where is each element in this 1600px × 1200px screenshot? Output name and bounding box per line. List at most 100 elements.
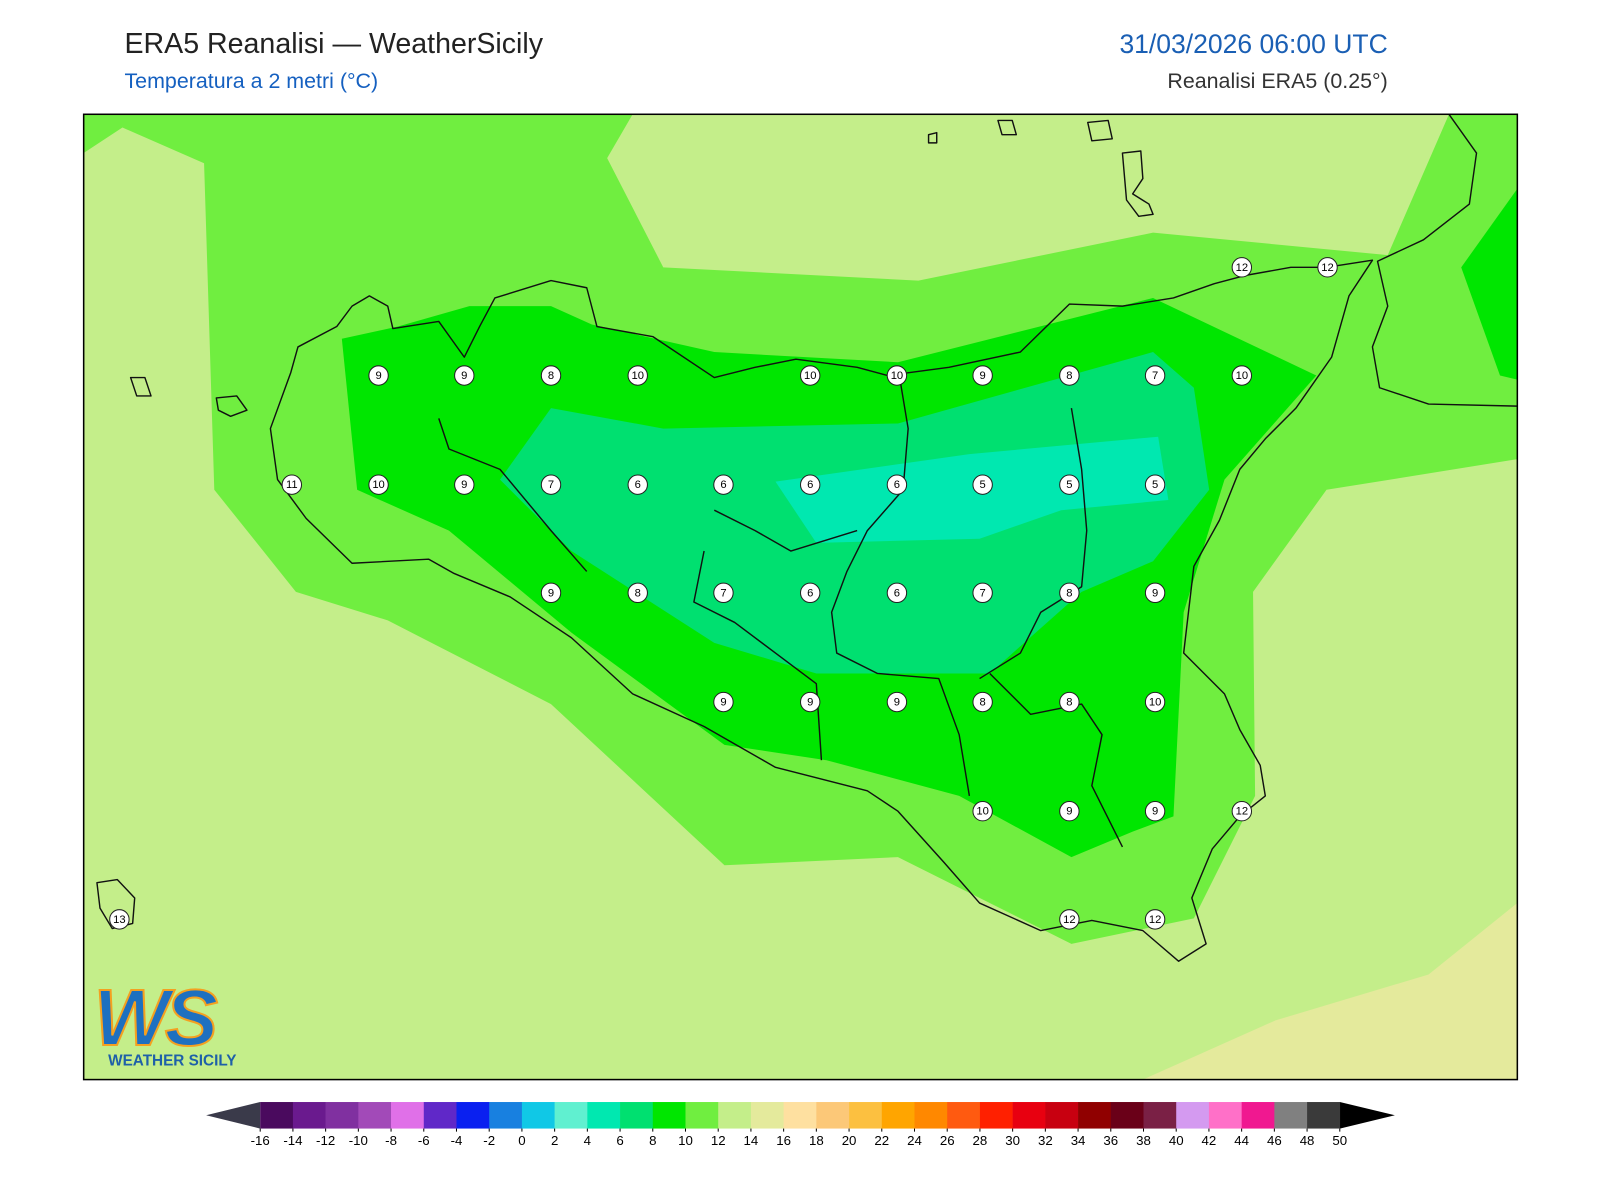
- station: 9: [454, 365, 475, 386]
- title: ERA5 Reanalisi — WeatherSicily: [124, 28, 543, 60]
- colorbar-segment: [1208, 1102, 1242, 1129]
- station-value: 10: [632, 370, 644, 382]
- station-marker: [1059, 474, 1080, 495]
- colorbar-tick-label: 18: [809, 1133, 824, 1148]
- station-marker: [1059, 909, 1080, 930]
- map: 12 12 9 9 8 10 10 10 9 8 7 10 11 10 9 7 6 6 6 6 5 5 5 9 8 7 6 6 7 8 9 9…: [83, 114, 1518, 1080]
- station-marker: [540, 365, 562, 386]
- province-border: [438, 367, 1124, 848]
- coastline: [269, 259, 1374, 962]
- station: 10: [627, 365, 648, 386]
- subtitle: Temperatura a 2 metri (°C): [124, 69, 378, 93]
- logo-initials: WS: [94, 973, 218, 1062]
- station-value: 8: [980, 697, 986, 709]
- station: 5: [1059, 474, 1080, 495]
- station: 11: [281, 474, 303, 495]
- station-marker: [627, 365, 648, 386]
- station: 6: [799, 474, 821, 495]
- station-marker: [281, 474, 303, 495]
- temp-area: [1461, 188, 1518, 380]
- colorbar-segment: [587, 1102, 621, 1129]
- station-value: 8: [1066, 697, 1072, 709]
- station-value: 10: [372, 479, 384, 491]
- colorbar-tick-label: 26: [940, 1133, 955, 1148]
- colorbar-tick-label: 24: [907, 1133, 922, 1148]
- colorbar: -16 -14 -12 -10 -8 -6 -4 -2 0 2 4 6 8 10 12 14 16 18 20 22 2…: [206, 1102, 1395, 1148]
- colorbar-tick-label: -2: [483, 1133, 495, 1148]
- station-value: 5: [980, 479, 986, 491]
- colorbar-tick-label: 34: [1071, 1133, 1086, 1148]
- colorbar-segment: [521, 1102, 555, 1129]
- station: 6: [627, 474, 648, 495]
- station-value: 6: [720, 479, 726, 491]
- colorbar-segment: [718, 1102, 752, 1129]
- station-marker: [1231, 801, 1253, 822]
- station: 7: [540, 474, 562, 495]
- station-marker: [1317, 257, 1338, 278]
- station: 8: [627, 582, 648, 604]
- station-value: 9: [1066, 806, 1072, 818]
- colorbar-segment: [816, 1102, 850, 1129]
- station: 12: [1231, 801, 1253, 822]
- station-marker: [713, 474, 734, 495]
- station-value: 7: [980, 587, 986, 599]
- station-marker: [1144, 474, 1166, 495]
- colorbar-tick-label: -6: [418, 1133, 430, 1148]
- colorbar-segment: [1143, 1102, 1177, 1129]
- station: 9: [886, 691, 908, 713]
- station: 8: [1059, 691, 1080, 713]
- station-marker: [886, 365, 908, 386]
- station-marker: [1059, 365, 1080, 386]
- station-value: 8: [1066, 587, 1072, 599]
- station: 6: [886, 582, 908, 604]
- station-value: 10: [804, 370, 816, 382]
- station: 10: [799, 365, 821, 386]
- colorbar-segment: [849, 1102, 883, 1129]
- station-marker: [799, 365, 821, 386]
- map-frame: [82, 113, 1519, 1081]
- colorbar-segment: [947, 1102, 981, 1129]
- station-marker: [1144, 365, 1166, 386]
- colorbar-tick-label: 10: [678, 1133, 693, 1148]
- station-marker: [1231, 257, 1253, 278]
- station-marker: [1059, 801, 1080, 822]
- station-marker: [540, 582, 562, 604]
- stations: 12 12 9 9 8 10 10 10 9 8 7 10 11 10 9 7 6 6 6 6 5 5 5 9 8 7 6 6 7 8 9 9…: [109, 257, 1338, 930]
- station-value: 9: [894, 697, 900, 709]
- station: 9: [540, 582, 562, 604]
- colorbar-tick-label: 46: [1267, 1133, 1282, 1148]
- station: 13: [109, 909, 130, 930]
- colorbar-tick-label: -4: [451, 1133, 463, 1148]
- colorbar-segment: [881, 1102, 915, 1129]
- colorbar-segment: [783, 1102, 817, 1129]
- colorbar-under: [206, 1102, 261, 1129]
- colorbar-tick-label: -8: [385, 1133, 397, 1148]
- station: 7: [713, 582, 734, 604]
- colorbar-segment: [1176, 1102, 1210, 1129]
- station-marker: [1144, 691, 1166, 713]
- valid-time: 31/03/2026 06:00 UTC: [1119, 29, 1387, 59]
- station-value: 12: [1149, 914, 1161, 926]
- content: ERA5 Reanalisi — WeatherSicily Temperatu…: [82, 28, 1519, 1148]
- station-marker: [1059, 691, 1080, 713]
- station: 7: [972, 582, 993, 604]
- station-marker: [540, 474, 562, 495]
- colorbar-segment: [1307, 1102, 1341, 1129]
- station: 12: [1231, 257, 1253, 278]
- station-value: 9: [1152, 587, 1158, 599]
- island: [96, 119, 1154, 930]
- colorbar-segment: [652, 1102, 686, 1129]
- station: 9: [1144, 582, 1166, 604]
- colorbar-segment: [979, 1102, 1013, 1129]
- station-marker: [368, 365, 389, 386]
- colorbar-tick-label: 40: [1169, 1133, 1184, 1148]
- station-value: 6: [807, 587, 813, 599]
- colorbar-tick-label: 38: [1136, 1133, 1151, 1148]
- colorbar-tick-label: 42: [1202, 1133, 1217, 1148]
- station: 8: [540, 365, 562, 386]
- station-marker: [972, 691, 993, 713]
- colorbar-over: [1339, 1102, 1395, 1129]
- colorbar-segment: [1078, 1102, 1112, 1129]
- station: 10: [1231, 365, 1253, 386]
